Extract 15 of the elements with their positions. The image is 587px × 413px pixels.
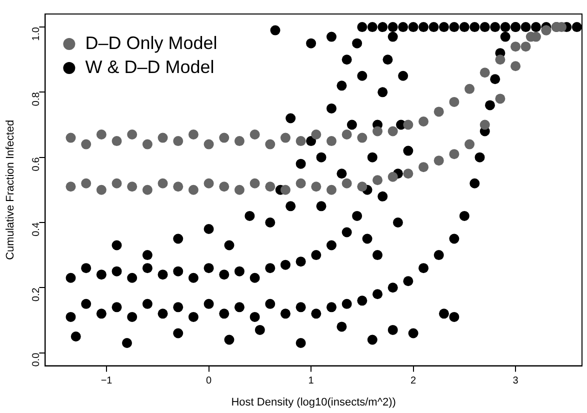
- legend-label: D–D Only Model: [85, 32, 218, 53]
- y-tick-label: 0.0: [30, 352, 42, 367]
- y-tick-label: 0.4: [30, 222, 42, 236]
- x-tick-label: 2: [410, 376, 417, 387]
- y-tick-label: 0.6: [30, 156, 42, 172]
- y-tick-label: 0.8: [30, 92, 42, 106]
- x-axis-title: Host Density (log10(insects/m^2)): [231, 396, 396, 408]
- y-tick-label: 0.2: [30, 287, 42, 302]
- x-tick-label: 0: [206, 376, 212, 387]
- x-tick-label: −1: [100, 376, 113, 387]
- x-tick-label: 1: [308, 376, 314, 387]
- x-tick-label: 3: [512, 376, 519, 387]
- y-axis-title: Cumulative Fraction Infected: [4, 120, 17, 260]
- legend-label: W & D–D Model: [85, 56, 214, 77]
- y-tick-label: 1.0: [30, 26, 42, 41]
